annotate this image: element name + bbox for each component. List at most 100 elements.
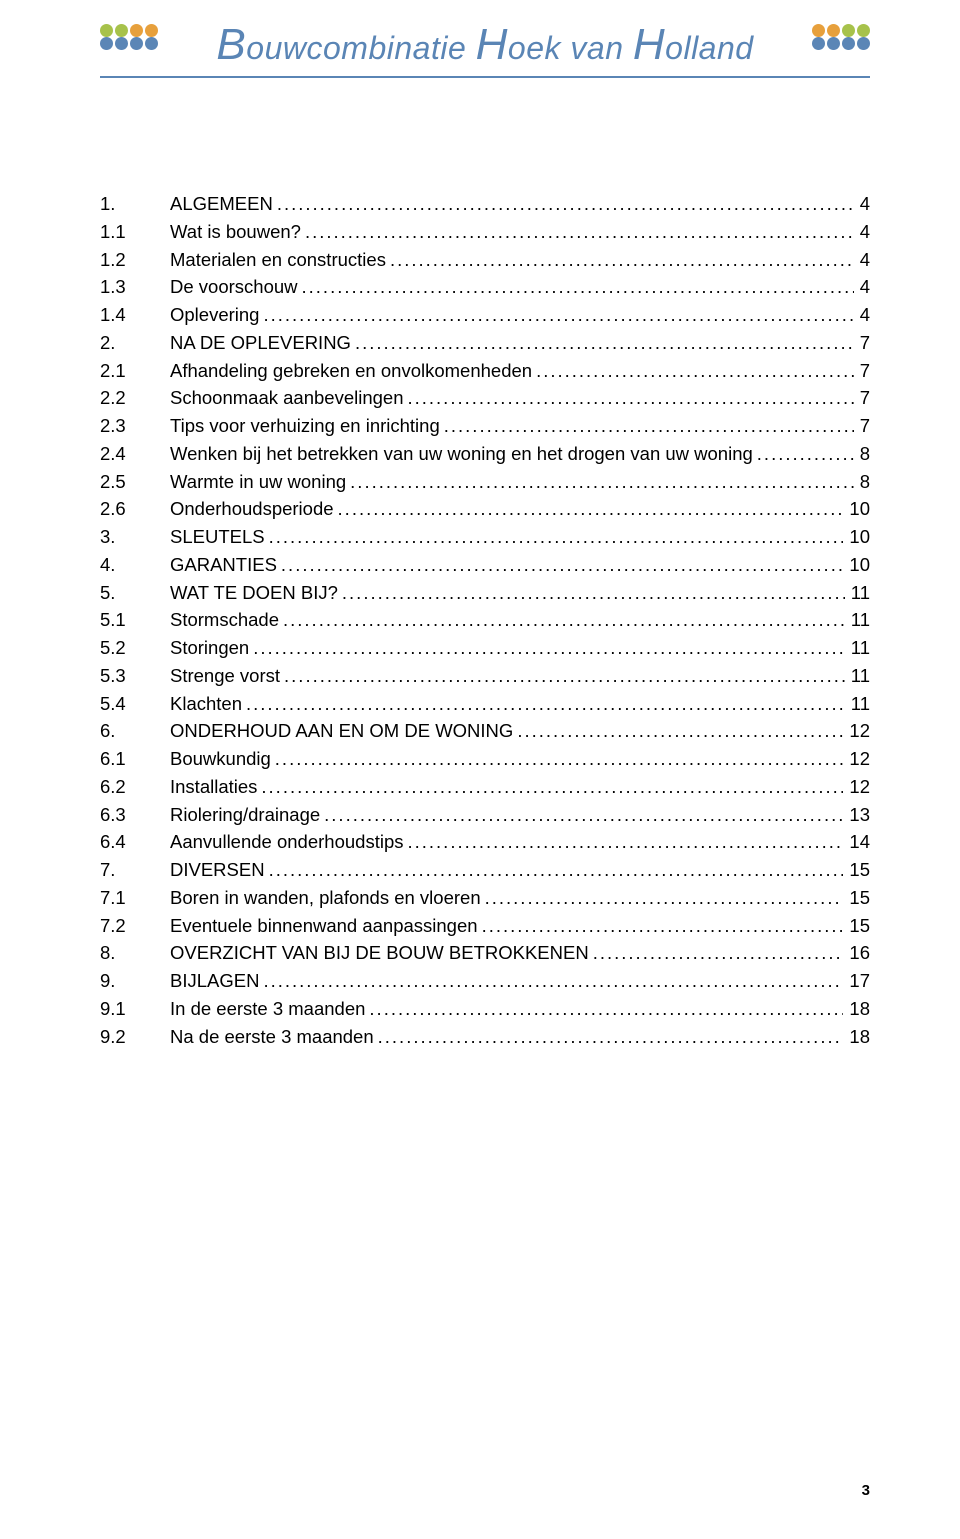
- title-part-3: oek van: [508, 30, 633, 66]
- toc-title: De voorschouw: [170, 273, 298, 301]
- header-title-wrap: Bouwcombinatie Hoek van Holland: [216, 20, 753, 70]
- toc-title: In de eerste 3 maanden: [170, 995, 365, 1023]
- toc-number: 6.2: [100, 773, 170, 801]
- toc-leader-dots: [374, 1023, 844, 1051]
- toc-number: 2.5: [100, 468, 170, 496]
- toc-row: 6.3Riolering/drainage13: [100, 801, 870, 829]
- toc-row: 9.2Na de eerste 3 maanden18: [100, 1023, 870, 1051]
- toc-number: 6.: [100, 717, 170, 745]
- toc-number: 5.2: [100, 634, 170, 662]
- toc-leader-dots: [249, 634, 845, 662]
- toc-row: 2.5Warmte in uw woning8: [100, 468, 870, 496]
- toc-number: 1.: [100, 190, 170, 218]
- company-title: Bouwcombinatie Hoek van Holland: [216, 20, 753, 70]
- toc-page: 11: [845, 690, 870, 718]
- toc-number: 5.1: [100, 606, 170, 634]
- title-part-1: ouwcombinatie: [246, 30, 475, 66]
- toc-leader-dots: [334, 495, 844, 523]
- toc-leader-dots: [589, 939, 844, 967]
- toc-row: 5.3Strenge vorst11: [100, 662, 870, 690]
- toc-page: 7: [854, 384, 870, 412]
- title-part-5: olland: [665, 30, 753, 66]
- toc-row: 5.2Storingen11: [100, 634, 870, 662]
- toc-title: Boren in wanden, plafonds en vloeren: [170, 884, 481, 912]
- toc-leader-dots: [351, 329, 854, 357]
- toc-page: 11: [845, 579, 870, 607]
- toc-title: Oplevering: [170, 301, 259, 329]
- toc-page: 7: [854, 412, 870, 440]
- toc-row: 2.6Onderhoudsperiode 10: [100, 495, 870, 523]
- toc-leader-dots: [478, 912, 844, 940]
- toc-row: 9.BIJLAGEN17: [100, 967, 870, 995]
- toc-leader-dots: [265, 523, 844, 551]
- toc-page: 17: [843, 967, 870, 995]
- toc-number: 7.2: [100, 912, 170, 940]
- toc-number: 1.4: [100, 301, 170, 329]
- toc-page: 12: [843, 773, 870, 801]
- toc-leader-dots: [532, 357, 854, 385]
- toc-leader-dots: [386, 246, 854, 274]
- toc-row: 5.WAT TE DOEN BIJ?11: [100, 579, 870, 607]
- toc-row: 1.ALGEMEEN4: [100, 190, 870, 218]
- toc-row: 2.2Schoonmaak aanbevelingen7: [100, 384, 870, 412]
- toc-leader-dots: [338, 579, 845, 607]
- toc-page: 4: [854, 218, 870, 246]
- toc-row: 8.OVERZICHT VAN BIJ DE BOUW BETROKKENEN1…: [100, 939, 870, 967]
- toc-page: 12: [843, 745, 870, 773]
- toc-title: Schoonmaak aanbevelingen: [170, 384, 403, 412]
- toc-title: Aanvullende onderhoudstips: [170, 828, 403, 856]
- toc-row: 1.4Oplevering4: [100, 301, 870, 329]
- toc-row: 4.GARANTIES10: [100, 551, 870, 579]
- toc-leader-dots: [279, 606, 845, 634]
- toc-leader-dots: [513, 717, 843, 745]
- toc-leader-dots: [403, 828, 843, 856]
- toc-leader-dots: [403, 384, 853, 412]
- toc-number: 7.1: [100, 884, 170, 912]
- toc-leader-dots: [280, 662, 845, 690]
- toc-title: WAT TE DOEN BIJ?: [170, 579, 338, 607]
- toc-page: 4: [854, 190, 870, 218]
- toc-page: 8: [854, 468, 870, 496]
- toc-row: 7.DIVERSEN15: [100, 856, 870, 884]
- toc-number: 9.1: [100, 995, 170, 1023]
- toc-number: 9.2: [100, 1023, 170, 1051]
- toc-number: 7.: [100, 856, 170, 884]
- toc-leader-dots: [273, 190, 854, 218]
- toc-title: Wat is bouwen?: [170, 218, 301, 246]
- toc-title: GARANTIES: [170, 551, 277, 579]
- toc-title: Wenken bij het betrekken van uw woning e…: [170, 440, 753, 468]
- toc-page: 10: [843, 495, 870, 523]
- toc-number: 2.6: [100, 495, 170, 523]
- toc-number: 1.1: [100, 218, 170, 246]
- toc-page: 7: [854, 357, 870, 385]
- toc-page: 11: [845, 662, 870, 690]
- toc-leader-dots: [346, 468, 854, 496]
- toc-title: ONDERHOUD AAN EN OM DE WONING: [170, 717, 513, 745]
- document-page: Bouwcombinatie Hoek van Holland 1.ALGEME…: [0, 0, 960, 1539]
- toc-title: Tips voor verhuizing en inrichting: [170, 412, 440, 440]
- toc-leader-dots: [481, 884, 844, 912]
- toc-row: 7.1Boren in wanden, plafonds en vloeren1…: [100, 884, 870, 912]
- toc-page: 15: [843, 912, 870, 940]
- toc-title: Eventuele binnenwand aanpassingen: [170, 912, 478, 940]
- toc-leader-dots: [440, 412, 854, 440]
- toc-title: BIJLAGEN: [170, 967, 259, 995]
- toc-row: 5.4Klachten 11: [100, 690, 870, 718]
- toc-row: 6.4Aanvullende onderhoudstips14: [100, 828, 870, 856]
- title-cap-h2: H: [633, 20, 665, 69]
- logo-dots-left: [100, 20, 170, 50]
- toc-title: OVERZICHT VAN BIJ DE BOUW BETROKKENEN: [170, 939, 589, 967]
- toc-title: Afhandeling gebreken en onvolkomenheden: [170, 357, 532, 385]
- toc-title: DIVERSEN: [170, 856, 265, 884]
- header-rule: [100, 76, 870, 78]
- toc-leader-dots: [365, 995, 843, 1023]
- toc-page: 18: [843, 1023, 870, 1051]
- toc-number: 5.4: [100, 690, 170, 718]
- toc-leader-dots: [298, 273, 854, 301]
- toc-title: Klachten: [170, 690, 242, 718]
- toc-page: 8: [854, 440, 870, 468]
- toc-title: Onderhoudsperiode: [170, 495, 334, 523]
- toc-title: Strenge vorst: [170, 662, 280, 690]
- toc-number: 6.4: [100, 828, 170, 856]
- toc-leader-dots: [753, 440, 854, 468]
